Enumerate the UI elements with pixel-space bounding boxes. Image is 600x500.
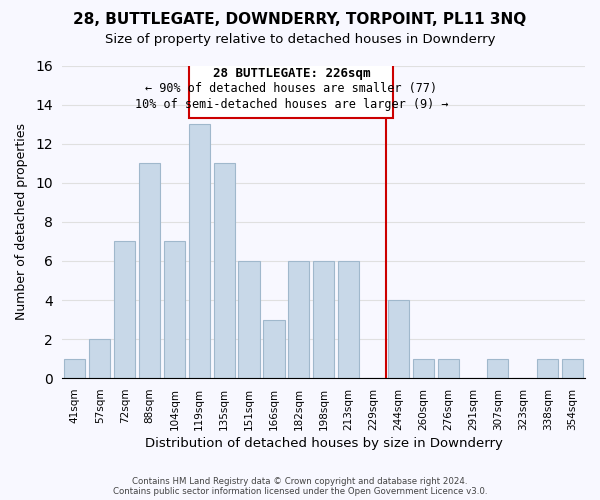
Text: 28, BUTTLEGATE, DOWNDERRY, TORPOINT, PL11 3NQ: 28, BUTTLEGATE, DOWNDERRY, TORPOINT, PL1… — [73, 12, 527, 28]
Bar — [288, 261, 310, 378]
Bar — [89, 339, 110, 378]
Bar — [537, 358, 558, 378]
Bar — [338, 261, 359, 378]
Bar — [238, 261, 260, 378]
Bar — [487, 358, 508, 378]
Bar — [114, 242, 135, 378]
Bar — [214, 163, 235, 378]
Text: 28 BUTTLEGATE: 226sqm: 28 BUTTLEGATE: 226sqm — [212, 68, 370, 80]
X-axis label: Distribution of detached houses by size in Downderry: Distribution of detached houses by size … — [145, 437, 503, 450]
Bar — [388, 300, 409, 378]
Y-axis label: Number of detached properties: Number of detached properties — [15, 124, 28, 320]
Bar — [189, 124, 210, 378]
Bar — [64, 358, 85, 378]
Bar — [263, 320, 284, 378]
FancyBboxPatch shape — [190, 62, 394, 118]
Text: Contains public sector information licensed under the Open Government Licence v3: Contains public sector information licen… — [113, 487, 487, 496]
Text: 10% of semi-detached houses are larger (9) →: 10% of semi-detached houses are larger (… — [134, 98, 448, 110]
Bar — [164, 242, 185, 378]
Bar — [437, 358, 459, 378]
Text: Size of property relative to detached houses in Downderry: Size of property relative to detached ho… — [105, 32, 495, 46]
Bar — [562, 358, 583, 378]
Text: Contains HM Land Registry data © Crown copyright and database right 2024.: Contains HM Land Registry data © Crown c… — [132, 477, 468, 486]
Bar — [313, 261, 334, 378]
Bar — [413, 358, 434, 378]
Bar — [139, 163, 160, 378]
Text: ← 90% of detached houses are smaller (77): ← 90% of detached houses are smaller (77… — [145, 82, 437, 95]
